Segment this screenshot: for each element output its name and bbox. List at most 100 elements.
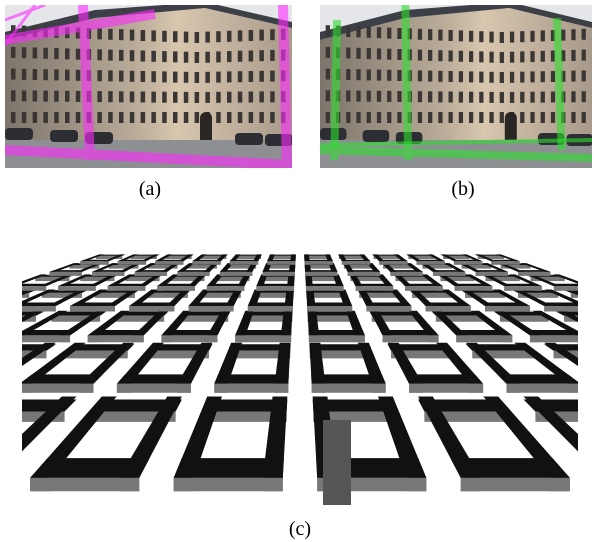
building-block — [22, 342, 86, 384]
building-block — [22, 274, 47, 284]
window — [108, 28, 113, 40]
building-side — [416, 271, 423, 276]
window — [162, 30, 167, 42]
building-side — [267, 261, 273, 265]
caption-c: (c) — [288, 518, 312, 540]
building-block — [59, 310, 107, 336]
building-side — [157, 286, 165, 291]
window — [183, 71, 189, 83]
window — [366, 69, 371, 81]
window — [438, 91, 443, 103]
building-block — [214, 374, 289, 384]
building-block — [369, 310, 393, 336]
window — [479, 91, 484, 103]
building-side — [256, 286, 295, 291]
building-block — [404, 374, 484, 384]
window — [173, 91, 178, 103]
window — [387, 90, 392, 102]
building-block — [307, 311, 357, 316]
building-block — [117, 259, 149, 262]
city-model — [0, 210, 597, 506]
building-block — [564, 289, 578, 296]
building-block — [178, 254, 194, 262]
window — [162, 51, 167, 63]
window — [194, 112, 200, 123]
building-side — [117, 261, 147, 265]
window — [530, 112, 535, 123]
window — [428, 112, 433, 123]
building-block — [228, 344, 291, 351]
window — [119, 70, 124, 82]
building-side — [514, 261, 520, 265]
building-side — [225, 305, 234, 312]
building-block — [343, 263, 354, 272]
building-side — [304, 261, 333, 265]
building-side — [49, 271, 82, 276]
building-block — [118, 263, 142, 272]
building-block — [200, 290, 243, 293]
building-block — [173, 458, 284, 478]
window — [173, 51, 178, 63]
window — [54, 69, 59, 81]
building-side — [206, 286, 214, 291]
building-block — [418, 399, 509, 412]
window — [571, 112, 576, 123]
building-block — [393, 274, 413, 287]
window — [489, 51, 494, 63]
building-side — [161, 335, 172, 343]
building-block — [200, 254, 228, 256]
building-side — [187, 286, 195, 291]
building-block — [441, 289, 471, 306]
building-block — [155, 254, 173, 262]
window — [21, 68, 27, 80]
building-side — [262, 271, 269, 276]
building-block — [262, 396, 288, 478]
window — [183, 112, 189, 123]
window — [509, 51, 515, 63]
building-side — [432, 271, 439, 276]
building-block — [0, 290, 4, 306]
building-side — [207, 335, 218, 343]
building-block — [147, 290, 191, 293]
building-side — [246, 271, 253, 276]
window — [489, 71, 494, 83]
window — [183, 51, 189, 63]
building-block — [470, 310, 513, 336]
building-block — [514, 342, 578, 384]
building-block — [593, 330, 597, 335]
window — [97, 28, 102, 40]
building-block — [252, 254, 262, 262]
building-side — [80, 261, 86, 265]
window — [129, 70, 135, 82]
building-side — [453, 261, 460, 265]
building-side — [529, 335, 541, 343]
building-side — [308, 335, 365, 343]
door — [200, 112, 212, 140]
window — [237, 91, 243, 103]
building-block — [346, 270, 381, 272]
building-block — [422, 302, 471, 306]
window — [259, 112, 264, 123]
window — [248, 30, 254, 41]
window — [346, 112, 351, 123]
building-block — [460, 289, 494, 306]
building-block — [311, 374, 386, 384]
building-side — [477, 261, 483, 265]
building-block — [309, 344, 372, 351]
building-side — [485, 286, 493, 291]
building-side — [341, 261, 348, 265]
building-side — [30, 477, 140, 492]
window — [530, 71, 535, 83]
building-block — [267, 254, 275, 262]
building-side — [469, 383, 484, 393]
window — [520, 31, 525, 43]
building-side — [269, 255, 296, 260]
building-block — [341, 259, 371, 262]
building-block — [328, 263, 338, 272]
building-block — [306, 290, 347, 293]
window — [550, 71, 556, 82]
building-block — [22, 396, 77, 452]
window — [194, 52, 200, 63]
window — [489, 31, 494, 43]
building-block — [177, 270, 212, 272]
